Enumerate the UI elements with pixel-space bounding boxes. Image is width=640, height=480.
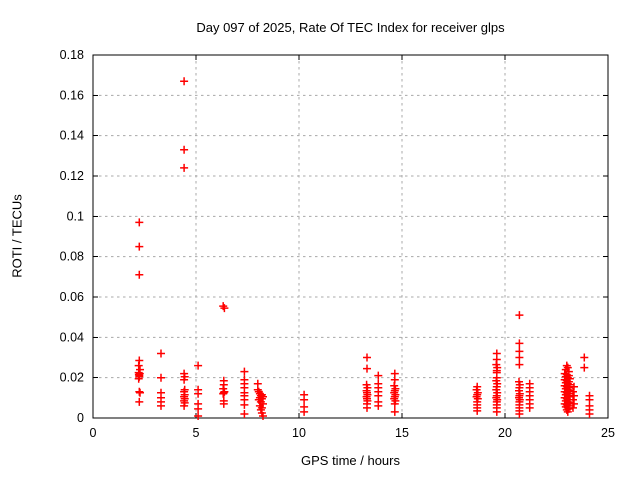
y-tick-label: 0.08 — [60, 250, 84, 264]
y-tick-label: 0.04 — [60, 330, 84, 344]
x-tick-label: 5 — [193, 426, 200, 440]
y-tick-label: 0.06 — [60, 290, 84, 304]
y-tick-label: 0 — [77, 411, 84, 425]
x-tick-label: 25 — [601, 426, 615, 440]
y-tick-label: 0.02 — [60, 371, 84, 385]
axis-ticks — [92, 54, 609, 419]
y-tick-label: 0.18 — [60, 48, 84, 62]
x-tick-label: 10 — [292, 426, 306, 440]
x-axis-label: GPS time / hours — [301, 453, 400, 468]
x-tick-label: 20 — [498, 426, 512, 440]
grid-lines — [93, 55, 608, 418]
plot-border — [92, 54, 609, 419]
y-tick-label: 0.1 — [67, 209, 84, 223]
x-tick-label: 15 — [395, 426, 409, 440]
y-tick-label: 0.16 — [60, 88, 84, 102]
y-tick-label: 0.14 — [60, 129, 84, 143]
data-points — [134, 77, 594, 420]
chart-title: Day 097 of 2025, Rate Of TEC Index for r… — [196, 20, 505, 35]
y-tick-label: 0.12 — [60, 169, 84, 183]
x-tick-label: 0 — [90, 426, 97, 440]
